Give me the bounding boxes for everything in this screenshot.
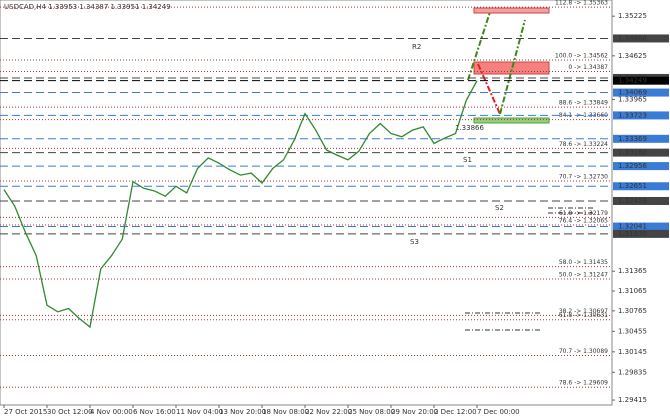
fib-label: 58.0 -> 1.31435 [559, 259, 608, 266]
level-label: 1.32428 [618, 197, 647, 205]
pivot-marks [465, 207, 595, 331]
level-box [613, 134, 669, 143]
level-label: 1.32956 [618, 162, 647, 170]
fib-label: 50.0 -> 1.31247 [559, 272, 608, 279]
y-tick-label: 1.31065 [618, 287, 647, 295]
x-tick-label: 7 Dec 00:00 [477, 408, 520, 416]
y-tick-label: 1.29835 [618, 368, 647, 376]
level-box [613, 111, 669, 120]
level-box [613, 76, 669, 85]
level-box [613, 222, 669, 231]
level-box [613, 162, 669, 171]
y-tick-label: 1.35225 [618, 12, 647, 20]
level-label: 1.34249 [618, 77, 647, 85]
pivot-label: S3 [410, 238, 419, 246]
level-box [613, 88, 669, 97]
level-label: 1.34888 [618, 34, 647, 42]
pivot-label: S1 [463, 156, 472, 164]
fib-label: 78.6 -> 1.29609 [559, 380, 608, 387]
level-label: 1.32651 [618, 182, 647, 190]
target-zone [473, 7, 550, 14]
level-box [613, 196, 669, 205]
fib-label: 0 -> 1.34387 [568, 64, 608, 71]
x-tick-label: 13 Nov 20:00 [219, 408, 266, 416]
y-tick-label: 1.29415 [618, 396, 647, 404]
x-tick-label: 2 Dec 12:00 [434, 408, 477, 416]
level-label: 1.32041 [618, 223, 647, 231]
fib-label: 76.4 -> 1.32065 [559, 217, 608, 224]
x-tick-label: 22 Nov 22:00 [305, 408, 352, 416]
level-box [613, 182, 669, 191]
fib-label: 88.6 -> 1.33849 [559, 100, 608, 107]
fib-label: 78.6 -> 1.33224 [559, 141, 608, 148]
support-zone [473, 117, 550, 124]
x-tick-label: 18 Nov 08:00 [262, 408, 309, 416]
y-tick-label: 1.30455 [618, 327, 647, 335]
arrow [477, 63, 501, 115]
y-tick-label: 1.34625 [618, 52, 647, 60]
pivot-label: R2 [412, 43, 421, 51]
level-label: 1.33369 [618, 135, 647, 143]
fib-label: 70.7 -> 1.32730 [559, 174, 608, 181]
arrow [499, 19, 526, 115]
projection [465, 7, 595, 331]
level-label: 1.33866 [455, 124, 484, 132]
level-label: 1.34069 [618, 89, 647, 97]
level-box [613, 34, 669, 43]
level-label: 1.33723 [618, 111, 647, 119]
pivot-label: S2 [495, 204, 504, 212]
x-tick-label: 4 Nov 00:00 [90, 408, 133, 416]
plot-frame [0, 0, 613, 406]
fib-label: 100.0 -> 1.34562 [555, 52, 608, 59]
x-tick-label: 11 Nov 04:00 [176, 408, 223, 416]
y-tick-label: 1.33965 [618, 95, 647, 103]
level-label: 1.31930 [618, 230, 647, 238]
fib-label: 70.7 -> 1.30089 [559, 348, 608, 355]
x-tick-label: 25 Nov 08:00 [348, 408, 395, 416]
level-label: 1.33160 [618, 149, 647, 157]
fib-label: 38.2 -> 1.30697 [559, 308, 608, 315]
fib-label: 112.8 -> 1.35363 [555, 0, 608, 7]
x-tick-label: 30 Oct 12:00 [47, 408, 93, 416]
fib-label: 61.8 -> 1.30631 [559, 312, 608, 319]
level-box [613, 148, 669, 157]
x-tick-label: 29 Nov 20:00 [391, 408, 438, 416]
y-tick-label: 1.30765 [618, 307, 647, 315]
level-box [613, 229, 669, 238]
resistance-zone [473, 61, 550, 75]
price-line [3, 80, 478, 329]
y-tick-label: 1.30145 [618, 348, 647, 356]
x-tick-label: 27 Oct 2015 [4, 408, 47, 416]
y-tick-label: 1.31365 [618, 267, 647, 275]
x-tick-label: 6 Nov 16:00 [133, 408, 176, 416]
fib-label: 61.8 -> 1.32179 [559, 210, 608, 217]
